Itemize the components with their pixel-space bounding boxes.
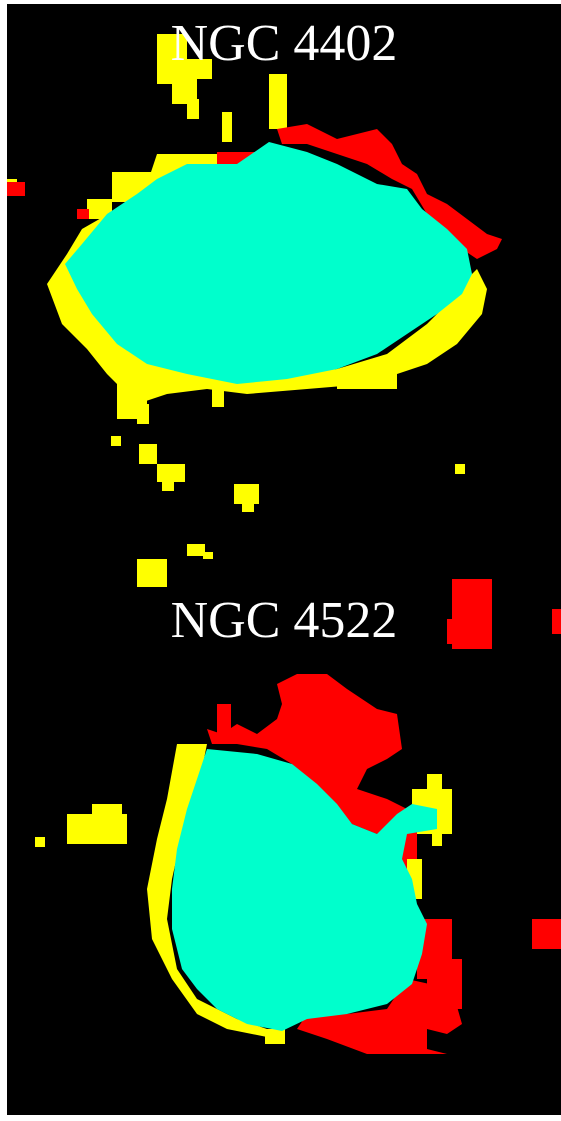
core-ngc4522 [172, 749, 437, 1031]
yellow-rim-ngc4402 [47, 154, 487, 424]
galaxy-panel-ngc4522: NGC 4522 [7, 559, 561, 1115]
yellow-specks-top [7, 34, 465, 559]
galaxy-panel-ngc4402: NGC 4402 [7, 4, 561, 559]
core-ngc4402 [65, 142, 472, 384]
galaxy-map-ngc4522 [35, 559, 561, 1054]
red-regions-ngc4522 [207, 579, 561, 1054]
galaxy-label-ngc4402: NGC 4402 [170, 15, 398, 72]
galaxy-map-ngc4402 [7, 34, 502, 559]
galaxy-label-ngc4522: NGC 4522 [170, 592, 398, 649]
